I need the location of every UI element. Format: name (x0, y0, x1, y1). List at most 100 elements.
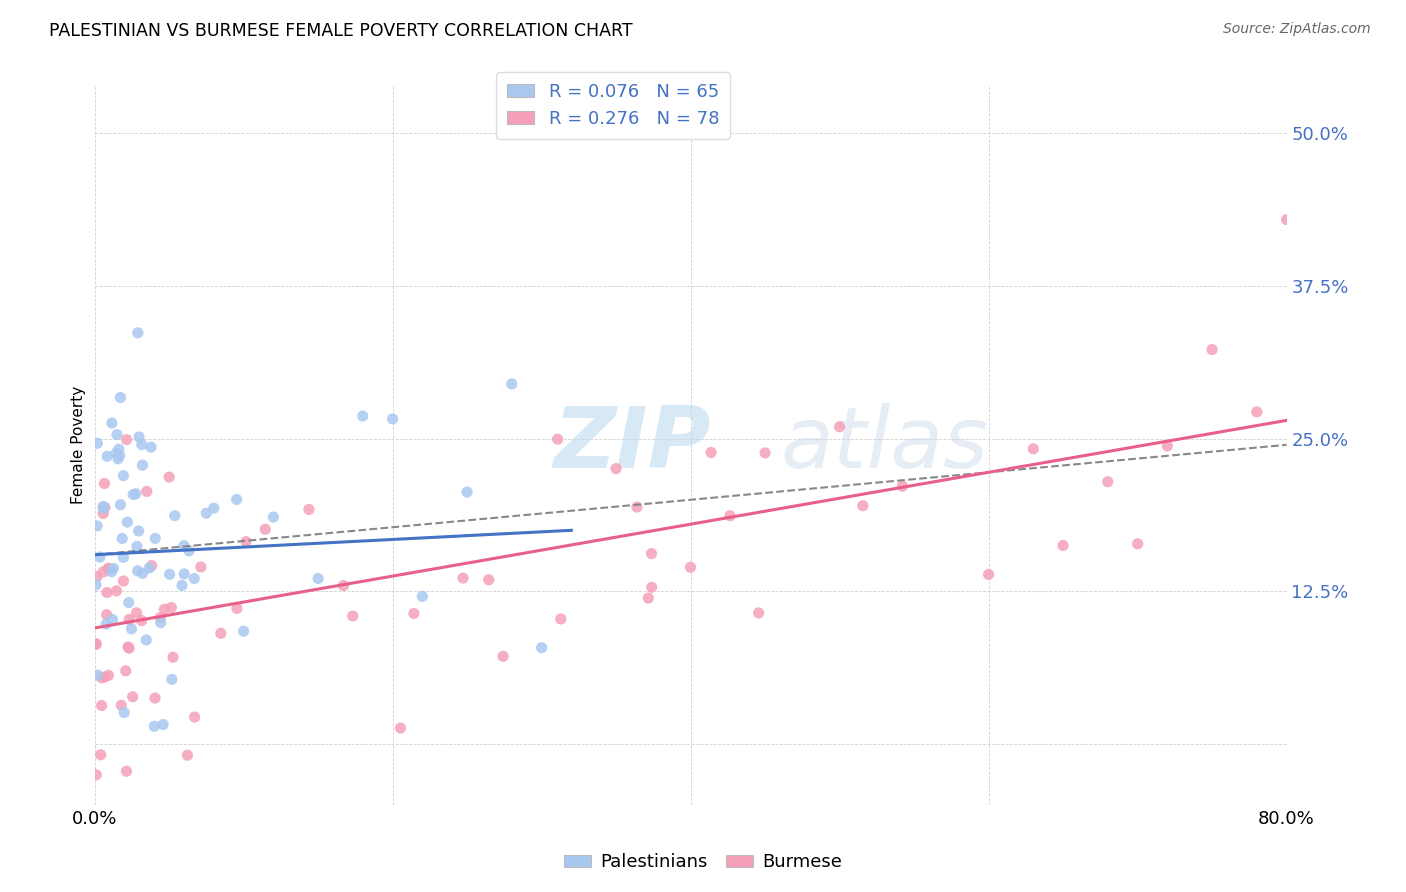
Point (179, 544, 201, 558)
Point (90, 671, 112, 685)
Point (389, 721, 412, 735)
Point (550, 612, 572, 626)
Point (173, 539, 195, 553)
Point (105, 446, 128, 460)
Point (254, 522, 277, 536)
Point (209, 626, 232, 640)
Point (115, 764, 138, 779)
Point (235, 534, 257, 549)
Point (190, 560, 212, 574)
Point (143, 532, 166, 546)
Point (131, 437, 153, 451)
Point (640, 547, 662, 561)
Point (138, 561, 160, 575)
Point (107, 442, 129, 457)
Text: PALESTINIAN VS BURMESE FEMALE POVERTY CORRELATION CHART: PALESTINIAN VS BURMESE FEMALE POVERTY CO… (49, 22, 633, 40)
Point (131, 566, 153, 581)
Point (456, 485, 478, 500)
Point (97, 561, 120, 575)
Point (754, 446, 776, 460)
Point (89, 549, 111, 564)
Point (118, 596, 141, 610)
Point (1022, 442, 1045, 456)
Point (143, 691, 166, 706)
Point (112, 550, 135, 565)
Point (160, 600, 183, 615)
Point (718, 508, 741, 523)
Point (501, 376, 523, 391)
Point (96, 585, 118, 599)
Point (121, 690, 143, 704)
Point (93, 501, 115, 516)
Point (163, 508, 186, 523)
Point (977, 567, 1000, 582)
Point (96, 450, 118, 464)
Point (118, 641, 141, 656)
Legend: R = 0.076   N = 65, R = 0.276   N = 78: R = 0.076 N = 65, R = 0.276 N = 78 (496, 72, 730, 138)
Point (90, 747, 112, 762)
Point (1275, 212, 1298, 227)
Point (90, 698, 112, 713)
Point (105, 583, 128, 598)
Point (492, 649, 515, 664)
Point (117, 640, 139, 654)
Point (91, 500, 114, 514)
Point (852, 499, 875, 513)
Point (107, 451, 129, 466)
Point (86, 519, 108, 533)
Point (112, 706, 135, 720)
Point (96, 607, 118, 622)
Point (381, 412, 404, 426)
Point (93, 476, 115, 491)
Point (162, 650, 184, 665)
Point (160, 673, 183, 687)
Point (1097, 475, 1119, 489)
Point (125, 606, 148, 620)
Point (112, 468, 135, 483)
Point (157, 470, 180, 484)
Point (176, 748, 198, 763)
Point (153, 602, 176, 616)
Point (225, 492, 247, 507)
Point (1156, 439, 1178, 453)
Point (94, 500, 117, 515)
Point (110, 498, 132, 512)
Point (100, 565, 122, 579)
Point (118, 612, 141, 626)
Point (105, 427, 128, 442)
Point (170, 578, 193, 592)
Point (232, 624, 254, 639)
Point (262, 510, 284, 524)
Point (451, 571, 474, 585)
Point (86, 436, 108, 450)
Point (411, 590, 433, 604)
Point (332, 578, 354, 592)
Point (891, 479, 914, 493)
Point (1052, 539, 1074, 553)
Point (1246, 405, 1268, 419)
Point (86, 668, 108, 682)
Point (103, 561, 125, 575)
Point (131, 458, 153, 472)
Point (110, 698, 132, 713)
Point (127, 326, 149, 340)
Point (700, 445, 723, 459)
Point (96, 617, 118, 632)
Point (640, 580, 662, 594)
Point (84, 578, 107, 592)
Point (101, 613, 124, 627)
Point (131, 614, 153, 628)
Point (195, 506, 218, 520)
Point (135, 484, 157, 499)
Point (122, 487, 145, 501)
Point (117, 515, 139, 529)
Point (307, 572, 329, 586)
Point (1126, 537, 1149, 551)
Point (748, 606, 770, 620)
Point (626, 500, 648, 514)
Point (149, 610, 172, 624)
Point (112, 574, 135, 588)
Point (84, 814, 107, 829)
Point (97, 561, 120, 575)
Point (298, 502, 321, 516)
